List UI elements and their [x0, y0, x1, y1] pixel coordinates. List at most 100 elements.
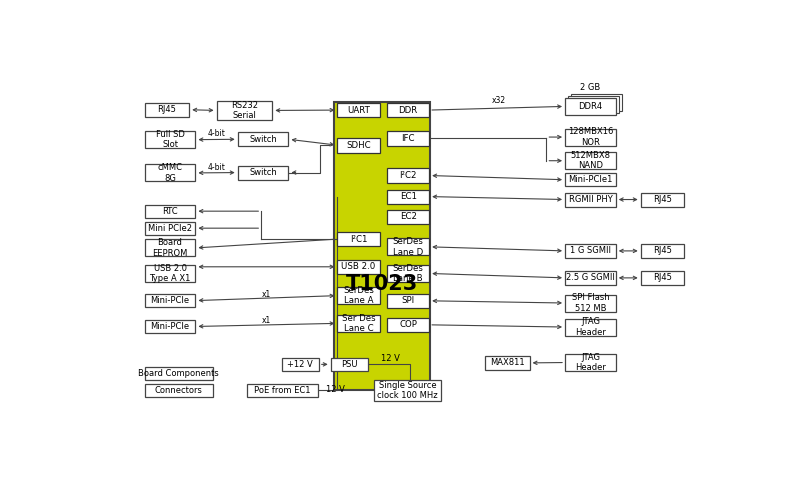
Text: 2 GB: 2 GB — [580, 83, 601, 92]
Text: I²C2: I²C2 — [399, 171, 417, 180]
Text: PSU: PSU — [341, 360, 358, 369]
FancyBboxPatch shape — [565, 244, 616, 258]
Text: Single Source
clock 100 MHz: Single Source clock 100 MHz — [378, 381, 438, 400]
Text: IFC: IFC — [402, 133, 415, 143]
FancyBboxPatch shape — [145, 204, 195, 217]
Text: I²C1: I²C1 — [350, 235, 367, 243]
Text: x1: x1 — [262, 316, 270, 325]
Text: RJ45: RJ45 — [158, 105, 176, 114]
FancyBboxPatch shape — [145, 222, 195, 235]
Text: 4-bit: 4-bit — [208, 163, 226, 171]
FancyBboxPatch shape — [238, 132, 289, 146]
Text: Board
EEPROM: Board EEPROM — [152, 238, 188, 258]
FancyBboxPatch shape — [247, 384, 318, 397]
Text: Mini-PCIe: Mini-PCIe — [150, 296, 190, 305]
Text: T1023: T1023 — [346, 274, 418, 294]
FancyBboxPatch shape — [338, 138, 380, 153]
Text: 128MBX16
NOR: 128MBX16 NOR — [568, 127, 613, 147]
Text: USB 2.0: USB 2.0 — [342, 262, 376, 271]
Text: +12 V: +12 V — [287, 360, 313, 369]
Text: SerDes
Lane D: SerDes Lane D — [393, 237, 423, 256]
Text: x32: x32 — [491, 96, 506, 106]
FancyBboxPatch shape — [387, 131, 430, 145]
FancyBboxPatch shape — [568, 96, 619, 113]
FancyBboxPatch shape — [387, 210, 430, 224]
FancyBboxPatch shape — [145, 240, 195, 256]
Text: SPI Flash
512 MB: SPI Flash 512 MB — [572, 293, 610, 312]
Text: PoE from EC1: PoE from EC1 — [254, 386, 311, 395]
Text: 12 V: 12 V — [326, 385, 345, 395]
FancyBboxPatch shape — [387, 265, 430, 282]
FancyBboxPatch shape — [145, 367, 213, 380]
Text: SPI: SPI — [402, 296, 414, 305]
Text: Switch: Switch — [249, 168, 277, 177]
Text: DDR4: DDR4 — [578, 102, 602, 111]
FancyBboxPatch shape — [387, 190, 430, 204]
FancyBboxPatch shape — [145, 131, 195, 148]
FancyBboxPatch shape — [330, 358, 368, 371]
Text: RJ45: RJ45 — [653, 246, 672, 255]
FancyBboxPatch shape — [641, 192, 684, 206]
FancyBboxPatch shape — [217, 101, 272, 120]
Text: SerDes
Lane A: SerDes Lane A — [343, 286, 374, 305]
FancyBboxPatch shape — [387, 103, 430, 118]
Text: RJ45: RJ45 — [653, 195, 672, 204]
FancyBboxPatch shape — [565, 129, 616, 145]
Text: COP: COP — [399, 320, 417, 329]
FancyBboxPatch shape — [145, 320, 195, 333]
Text: RGMII PHY: RGMII PHY — [569, 195, 612, 204]
FancyBboxPatch shape — [338, 287, 380, 304]
Text: USB 2.0
Type A X1: USB 2.0 Type A X1 — [150, 264, 190, 283]
Text: Mini-PCIe1: Mini-PCIe1 — [568, 175, 613, 184]
Text: RTC: RTC — [162, 207, 178, 216]
Text: Mini-PCIe: Mini-PCIe — [150, 322, 190, 331]
FancyBboxPatch shape — [282, 358, 319, 371]
Text: cMMC
8G: cMMC 8G — [158, 163, 182, 182]
Text: SerDes
Lane B: SerDes Lane B — [393, 264, 423, 283]
FancyBboxPatch shape — [565, 271, 616, 285]
FancyBboxPatch shape — [565, 98, 616, 115]
FancyBboxPatch shape — [145, 103, 190, 117]
Text: 1 G SGMII: 1 G SGMII — [570, 246, 611, 255]
Text: Connectors: Connectors — [155, 386, 202, 395]
FancyBboxPatch shape — [338, 260, 380, 274]
Text: Mini PCIe2: Mini PCIe2 — [148, 224, 192, 233]
Text: EC1: EC1 — [400, 192, 417, 201]
FancyBboxPatch shape — [641, 271, 684, 285]
Text: JTAG
Header: JTAG Header — [575, 353, 606, 372]
FancyBboxPatch shape — [565, 152, 616, 169]
Text: Switch: Switch — [249, 135, 277, 144]
FancyBboxPatch shape — [338, 103, 380, 118]
FancyBboxPatch shape — [387, 318, 430, 332]
FancyBboxPatch shape — [571, 94, 622, 111]
FancyBboxPatch shape — [565, 354, 616, 371]
Text: Full SD
Slot: Full SD Slot — [156, 130, 185, 149]
Text: JTAG
Header: JTAG Header — [575, 317, 606, 337]
Text: 4-bit: 4-bit — [208, 129, 226, 138]
FancyBboxPatch shape — [387, 239, 430, 255]
Text: 512MBX8
NAND: 512MBX8 NAND — [570, 151, 610, 170]
FancyBboxPatch shape — [565, 295, 616, 312]
FancyBboxPatch shape — [145, 384, 213, 397]
FancyBboxPatch shape — [387, 168, 430, 182]
FancyBboxPatch shape — [565, 192, 616, 206]
FancyBboxPatch shape — [338, 232, 380, 246]
FancyBboxPatch shape — [485, 356, 530, 370]
FancyBboxPatch shape — [334, 102, 430, 390]
FancyBboxPatch shape — [145, 265, 195, 282]
FancyBboxPatch shape — [374, 380, 441, 401]
FancyBboxPatch shape — [387, 294, 430, 308]
FancyBboxPatch shape — [145, 165, 195, 181]
Text: 2.5 G SGMII: 2.5 G SGMII — [566, 274, 615, 282]
FancyBboxPatch shape — [641, 244, 684, 258]
Text: RJ45: RJ45 — [653, 274, 672, 282]
Text: 12 V: 12 V — [381, 354, 399, 363]
Text: UART: UART — [347, 106, 370, 115]
FancyBboxPatch shape — [238, 166, 289, 180]
FancyBboxPatch shape — [145, 294, 195, 307]
Text: EC2: EC2 — [400, 212, 417, 221]
FancyBboxPatch shape — [565, 319, 616, 336]
FancyBboxPatch shape — [565, 173, 616, 186]
Text: MAX811: MAX811 — [490, 359, 525, 367]
FancyBboxPatch shape — [338, 315, 380, 332]
